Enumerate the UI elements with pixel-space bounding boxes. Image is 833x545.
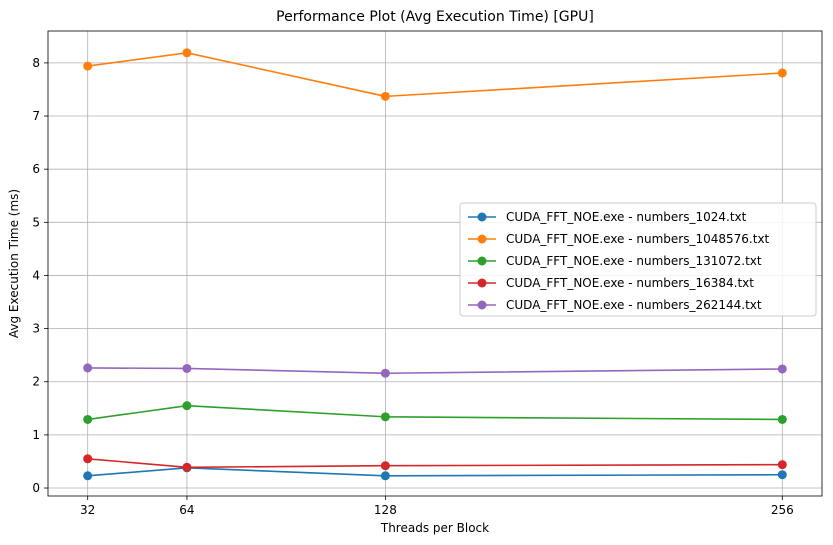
series-line xyxy=(87,458,783,469)
data-point xyxy=(380,461,390,471)
data-point xyxy=(83,61,93,71)
legend-label: CUDA_FFT_NOE.exe - numbers_1024.txt xyxy=(506,210,747,224)
legend-marker xyxy=(477,212,487,222)
data-point xyxy=(380,412,390,422)
x-tick-label: 128 xyxy=(374,503,397,517)
legend-item: CUDA_FFT_NOE.exe - numbers_131072.txt xyxy=(468,254,762,268)
legend-item: CUDA_FFT_NOE.exe - numbers_16384.txt xyxy=(468,276,754,290)
data-point xyxy=(83,454,93,464)
y-tick-label: 4 xyxy=(32,268,40,282)
data-point xyxy=(777,68,787,78)
legend-label: CUDA_FFT_NOE.exe - numbers_1048576.txt xyxy=(506,232,770,246)
legend-item: CUDA_FFT_NOE.exe - numbers_262144.txt xyxy=(468,298,762,312)
y-tick-label: 2 xyxy=(32,375,40,389)
series-line xyxy=(87,404,783,421)
x-tick-label: 64 xyxy=(179,503,194,517)
legend-marker xyxy=(477,300,487,310)
data-point xyxy=(777,364,787,374)
data-point xyxy=(182,401,192,411)
y-tick-label: 3 xyxy=(32,322,40,336)
data-point xyxy=(380,471,390,481)
series-5 xyxy=(83,363,787,378)
x-axis-label: Threads per Block xyxy=(380,521,489,535)
data-point xyxy=(777,414,787,424)
series-line xyxy=(87,467,783,477)
series-2 xyxy=(83,48,787,101)
legend: CUDA_FFT_NOE.exe - numbers_1024.txt CUDA_… xyxy=(459,202,817,317)
y-tick-label: 5 xyxy=(32,215,40,229)
data-point xyxy=(777,460,787,470)
data-point xyxy=(777,470,787,480)
y-tick-label: 6 xyxy=(32,162,40,176)
series-line xyxy=(87,51,783,98)
chart-title: Performance Plot (Avg Execution Time) [G… xyxy=(276,9,594,25)
legend-marker xyxy=(477,256,487,266)
series-3 xyxy=(83,401,787,424)
y-tick-label: 0 xyxy=(32,481,40,495)
data-point xyxy=(380,368,390,378)
legend-item: CUDA_FFT_NOE.exe - numbers_1048576.txt xyxy=(468,232,770,246)
x-tick-label: 256 xyxy=(771,503,794,517)
y-axis-label: Avg Execution Time (ms) xyxy=(7,189,21,338)
legend-label: CUDA_FFT_NOE.exe - numbers_131072.txt xyxy=(506,254,762,268)
series-4 xyxy=(83,454,787,472)
ticks: 32 64 128 256 0 1 2 3 4 5 6 7 8 xyxy=(32,56,793,517)
data-point xyxy=(83,363,93,373)
legend-marker xyxy=(477,278,487,288)
y-tick-label: 1 xyxy=(32,428,40,442)
y-tick-label: 8 xyxy=(32,56,40,70)
data-point xyxy=(182,48,192,58)
legend-item: CUDA_FFT_NOE.exe - numbers_1024.txt xyxy=(468,210,747,224)
legend-box xyxy=(459,202,817,317)
data-point xyxy=(83,471,93,481)
legend-label: CUDA_FFT_NOE.exe - numbers_262144.txt xyxy=(506,298,762,312)
data-point xyxy=(83,414,93,424)
legend-marker xyxy=(477,234,487,244)
series-line xyxy=(87,367,783,375)
y-tick-label: 7 xyxy=(32,109,40,123)
series-layer xyxy=(83,48,787,481)
plot-frame xyxy=(47,30,823,497)
x-tick-label: 32 xyxy=(80,503,95,517)
data-point xyxy=(182,462,192,472)
data-point xyxy=(380,91,390,101)
data-point xyxy=(182,363,192,373)
legend-label: CUDA_FFT_NOE.exe - numbers_16384.txt xyxy=(506,276,754,290)
